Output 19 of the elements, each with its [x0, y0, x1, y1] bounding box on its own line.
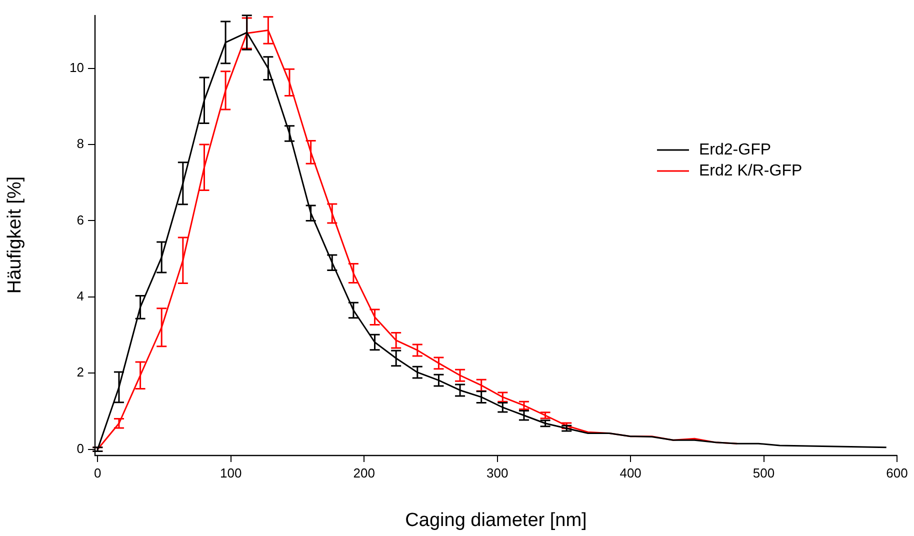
- y-tick-label: 4: [76, 288, 84, 304]
- x-axis-title: Caging diameter [nm]: [405, 510, 587, 531]
- y-tick-label: 0: [76, 440, 84, 456]
- x-tick-label: 500: [752, 465, 775, 480]
- point: [518, 400, 530, 410]
- y-tick-label: 2: [76, 364, 84, 380]
- y-axis-title: Häufigkeit [%]: [4, 176, 26, 294]
- y-tick-label: 6: [76, 212, 84, 228]
- x-tick-label: 600: [886, 465, 908, 480]
- y-tick-label: 8: [76, 136, 84, 152]
- x-tick-label: 100: [220, 465, 242, 480]
- legend-label: Erd2 K/R-GFP: [699, 162, 802, 180]
- y-tick-label: 10: [70, 60, 84, 75]
- point: [496, 392, 508, 402]
- x-tick-label: 300: [486, 465, 508, 480]
- x-tick-label: 400: [620, 465, 642, 480]
- x-tick-label: 200: [353, 465, 375, 480]
- legend-label: Erd2-GFP: [699, 141, 772, 158]
- x-tick-label: 0: [94, 465, 102, 480]
